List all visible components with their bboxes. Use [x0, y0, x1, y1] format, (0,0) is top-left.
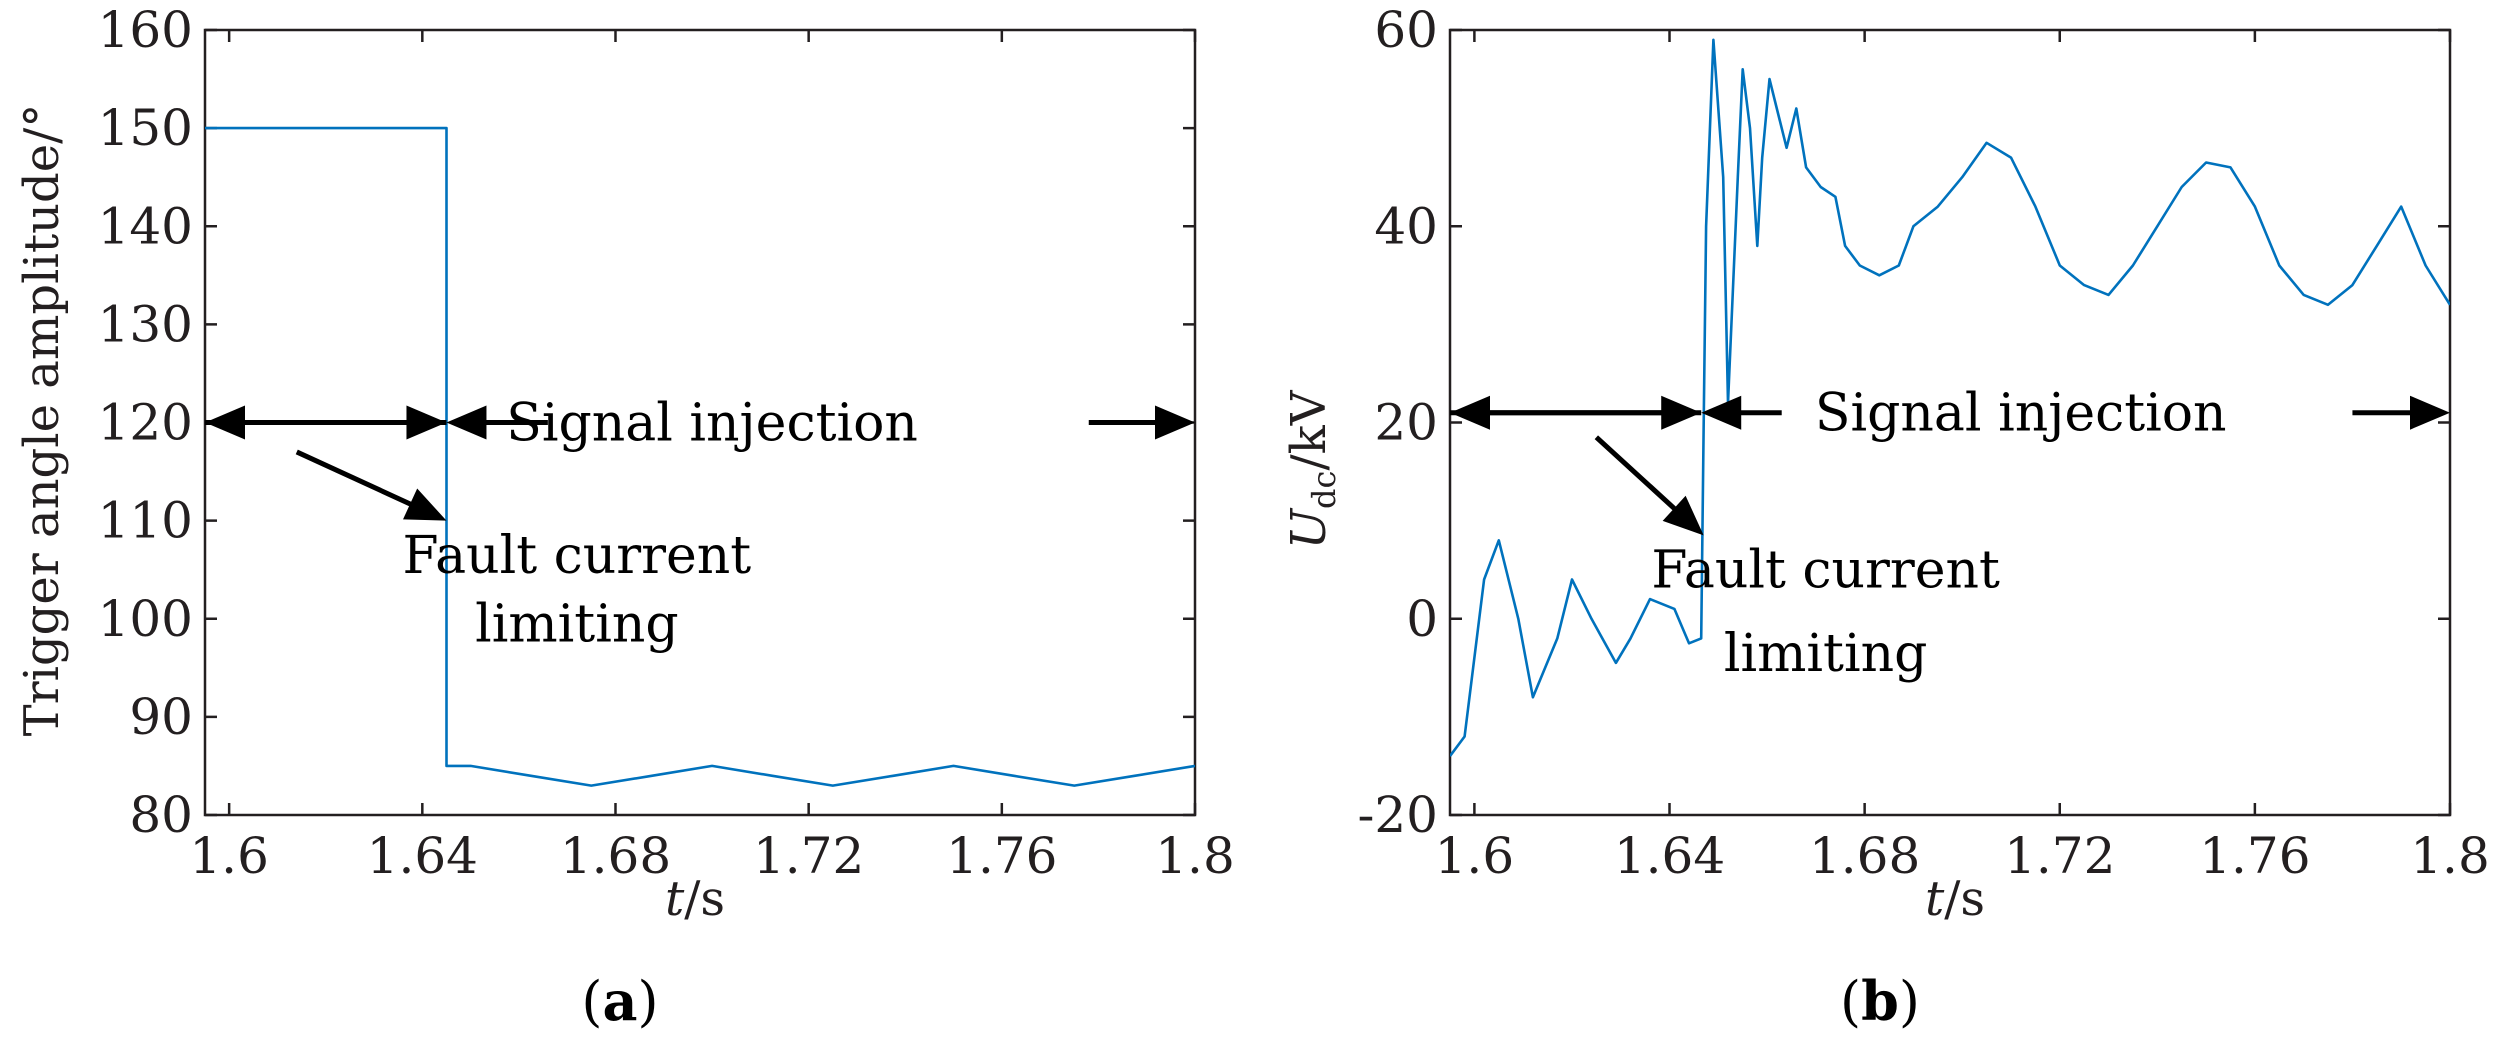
x-tick-label: 1.72 [2004, 827, 2115, 885]
annotation-arrow [446, 405, 548, 440]
annotation-arrow [2352, 395, 2450, 430]
annotation-arrow [205, 405, 447, 440]
series-line [1450, 38, 2450, 757]
y-tick-label: 160 [98, 1, 193, 59]
annotation-arrow [1450, 395, 1702, 430]
arrow-head [1701, 395, 1742, 430]
x-tick-label: 1.8 [2410, 827, 2490, 885]
y-tick-label: 100 [98, 590, 193, 648]
annotation-text: limiting [1724, 624, 1928, 684]
x-tick-label: 1.76 [2199, 827, 2310, 885]
annotation-text: Signal injection [506, 394, 918, 454]
y-tick-label: 90 [129, 688, 193, 746]
chart-panel-b: 1.6 1.64 1.68 1.72 1.76 1.8 -20 0 20 40 60 t/s Udc/k… [1281, 1, 2490, 1033]
x-tick-label: 1.6 [189, 827, 269, 885]
x-tick-label: 1.72 [753, 827, 864, 885]
arrow-head [403, 488, 447, 521]
arrow-head [446, 405, 487, 440]
x-tick-label: 1.76 [946, 827, 1057, 885]
y-tick-label: 80 [129, 786, 193, 844]
arrow-shaft [1594, 435, 1684, 517]
x-tick-label: 1.6 [1435, 827, 1515, 885]
x-tick-label: 1.64 [1614, 827, 1725, 885]
annotation-text: Signal injection [1815, 384, 2227, 444]
annotation-arrow [1594, 435, 1704, 536]
x-tick-label: 1.64 [367, 827, 478, 885]
y-tick-label: 130 [98, 295, 193, 353]
arrow-head [1662, 495, 1704, 536]
y-tick-label: 150 [98, 99, 193, 157]
annotation-text: Fault current [1651, 541, 2000, 601]
annotation-arrow [295, 449, 447, 521]
arrow-head [406, 405, 447, 440]
y-tick-label: 120 [98, 394, 193, 452]
arrow-head [1661, 395, 1702, 430]
annotation-text: limiting [475, 595, 679, 655]
y-tick-label: -20 [1357, 786, 1438, 844]
x-tick-label: 1.68 [1809, 827, 1920, 885]
y-tick-label: 20 [1374, 394, 1438, 452]
arrow-head [1155, 405, 1195, 440]
y-tick-label: 110 [98, 492, 193, 550]
arrow-shaft [295, 449, 421, 511]
annotation-text: Fault current [403, 526, 752, 586]
x-tick-label: 1.68 [560, 827, 671, 885]
annotation-arrow [1701, 395, 1782, 430]
y-axis-label: Udc/kV [1281, 389, 1343, 549]
series-line [205, 126, 1195, 787]
y-tick-label: 60 [1374, 1, 1438, 59]
x-axis-label: t/s [665, 871, 725, 927]
x-axis-label: t/s [1925, 871, 1985, 927]
x-tick-label: 1.8 [1155, 827, 1235, 885]
panel-label: (b) [1840, 969, 1920, 1033]
panel-label: (a) [581, 969, 658, 1033]
y-tick-label: 40 [1374, 197, 1438, 255]
chart-panel-a: 1.6 1.64 1.68 1.72 1.76 1.8 80 90 100 110 120 130 14… [14, 1, 1235, 1033]
y-tick-label: 140 [98, 197, 193, 255]
y-tick-label: 0 [1406, 590, 1438, 648]
arrow-head [2410, 395, 2450, 430]
annotation-arrow [1088, 405, 1195, 440]
y-axis-label: Trigger angle amplitude/° [14, 104, 70, 737]
